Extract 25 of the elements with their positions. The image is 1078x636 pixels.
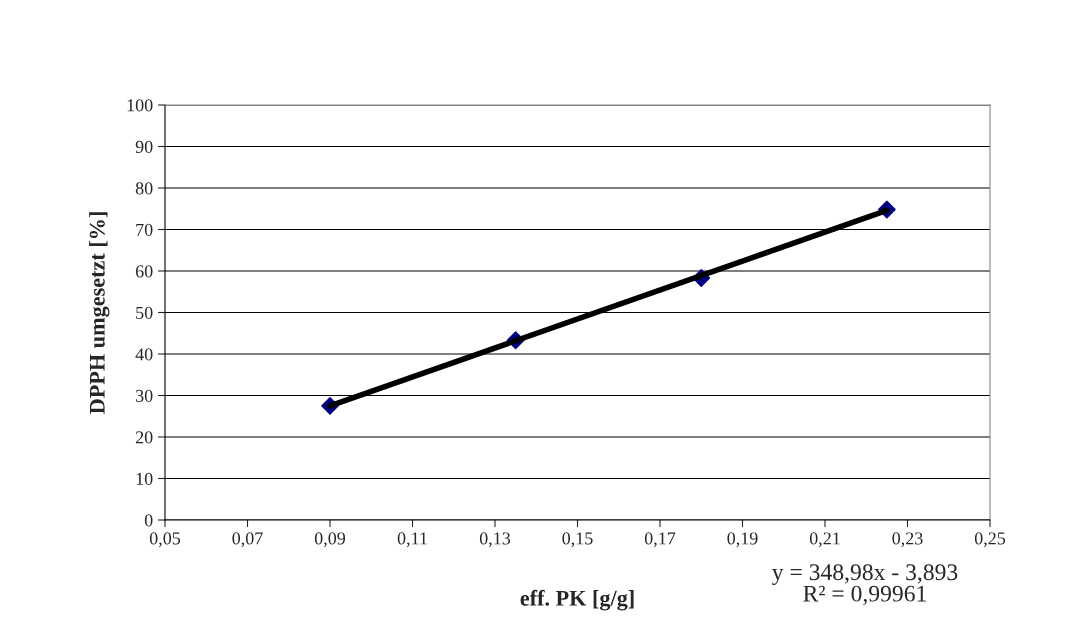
x-tick-label: 0,23: [892, 532, 923, 548]
x-tick-label: 0,21: [809, 532, 840, 548]
y-tick-label: 80: [135, 182, 153, 195]
text: y = 348,98x - 3,893 R² = 0,99961: [772, 564, 958, 606]
y-tick-label: 30: [136, 389, 153, 402]
y-tick-label: 50: [136, 306, 153, 319]
y-tick-label: 0: [144, 514, 153, 527]
y-tick-label: 10: [136, 472, 153, 485]
y-tick-label: 90: [135, 140, 153, 153]
x-tick-label: 0,09: [314, 532, 346, 548]
x-tick-label: 0,15: [562, 532, 593, 548]
x-tick-label: 0,05: [149, 532, 181, 548]
y-axis-title: DPPH umgesetzt [%]: [89, 212, 110, 414]
x-tick-label: 0,11: [397, 532, 427, 548]
x-tick-label: 0,19: [727, 532, 758, 548]
y-tick-label: 20: [135, 431, 153, 444]
x-tick-label: 0,13: [479, 532, 511, 548]
y-tick-label: 40: [135, 348, 153, 361]
y-tick-label: 100: [127, 99, 153, 112]
x-tick-label: 0,17: [644, 532, 676, 548]
x-tick-label: 0,07: [232, 532, 263, 548]
x-tick-label: 0,25: [974, 532, 1006, 548]
x-axis-title: eff. PK [g/g]: [520, 589, 634, 611]
y-tick-label: 70: [136, 223, 153, 236]
y-tick-label: 60: [135, 265, 153, 278]
